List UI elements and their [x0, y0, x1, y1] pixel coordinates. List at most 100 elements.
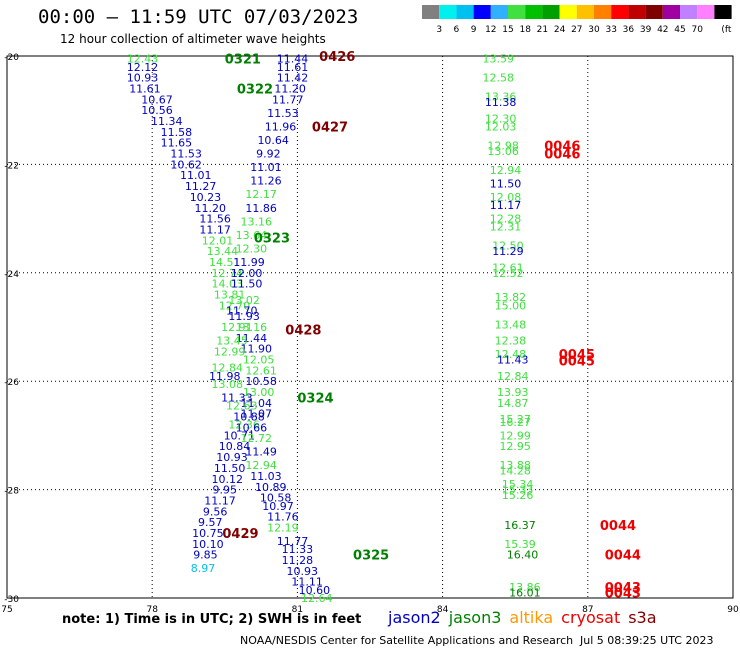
swh-value: 9.56 [203, 505, 228, 518]
swh-value: 12.95 [499, 440, 531, 453]
swh-value: 11.11 [291, 576, 323, 589]
swh-value: 14.03 [211, 278, 243, 291]
map-frame [6, 55, 734, 599]
swh-value: 11.50 [231, 278, 263, 291]
pass-time-label: 0046 [544, 148, 580, 163]
pass-time-label: 0044 [605, 549, 641, 564]
swh-value: 12.99 [499, 429, 531, 442]
swh-value: 11.77 [272, 93, 304, 106]
swh-value: 12.50 [492, 240, 524, 253]
swh-value: 12.30 [236, 242, 268, 255]
swh-value: 11.07 [241, 408, 273, 421]
scale-swatch [456, 5, 474, 19]
scale-swatch [645, 5, 663, 19]
swh-value: 11.01 [250, 161, 282, 174]
swh-value: 13.48 [495, 318, 527, 331]
swh-value: 12.94 [490, 164, 522, 177]
swh-value: 10.71 [224, 429, 256, 442]
y-tick-label: -24 [4, 270, 19, 280]
pass-time-label: 0322 [237, 83, 273, 98]
scale-label: 18 [519, 25, 531, 35]
scale-label: 30 [588, 25, 600, 35]
swh-value: 10.88 [233, 410, 265, 423]
scale-swatch [576, 5, 594, 19]
scale-label: 21 [537, 25, 548, 35]
scale-label: 27 [571, 25, 582, 35]
swh-value: 12.99 [214, 345, 246, 358]
swh-value: 10.58 [260, 492, 292, 505]
swh-value: 16.40 [507, 549, 539, 562]
pass-time-label: 0428 [285, 324, 321, 339]
swh-value: 10.97 [262, 500, 294, 513]
swh-value: 12.94 [245, 459, 277, 472]
scale-label: 45 [674, 25, 685, 35]
swh-value: 15.39 [504, 538, 536, 551]
swh-value: 12.52 [492, 267, 524, 280]
swh-value: 12.48 [495, 348, 527, 361]
swh-value: 12.28 [490, 213, 522, 226]
swh-value: 10.93 [216, 451, 248, 464]
swh-value: 12.03 [485, 120, 517, 133]
swh-value: 15.33 [502, 484, 534, 497]
scale-swatch [490, 5, 508, 19]
swh-value: 11.17 [199, 223, 231, 236]
swh-value: 12.01 [202, 234, 234, 247]
swh-value: 10.93 [127, 72, 159, 85]
scale-swatch [594, 5, 612, 19]
scale-swatch [680, 5, 698, 19]
swh-value: 11.50 [490, 177, 522, 190]
swh-value: 12.70 [219, 299, 251, 312]
swh-value: 10.67 [141, 93, 173, 106]
swh-value: 10.75 [192, 527, 224, 540]
scale-swatch [473, 5, 491, 19]
scale-swatch [559, 5, 577, 19]
swh-value: 13.16 [236, 321, 268, 334]
x-tick-label: 84 [437, 605, 449, 615]
pass-time-label: 0045 [559, 355, 595, 370]
scale-unit: (ft) [721, 25, 732, 35]
swh-value: 11.17 [204, 494, 236, 507]
swh-value: 11.44 [277, 53, 309, 66]
swh-value: 11.20 [274, 83, 306, 96]
satellite-jason2: jason2 [388, 608, 441, 627]
swh-value: 12.17 [245, 188, 277, 201]
pass-time-label: 0321 [225, 53, 261, 68]
swh-value: 13.81 [214, 288, 246, 301]
swh-value: 13.16 [241, 215, 273, 228]
pass-time-label: 0325 [353, 549, 389, 564]
scale-swatch [542, 5, 560, 19]
swh-value: 12.00 [231, 267, 263, 280]
swh-value: 11.58 [161, 126, 193, 139]
swh-value: 10.62 [170, 158, 202, 171]
swh-value: 9.85 [193, 549, 218, 562]
pass-time-label: 0426 [319, 50, 355, 65]
swh-value: 11.29 [492, 245, 524, 258]
swh-value: 11.65 [161, 137, 193, 150]
swh-value: 12.12 [127, 61, 159, 74]
scale-swatch [439, 5, 457, 19]
swh-value: 12.43 [127, 53, 159, 66]
swh-value: 12.38 [495, 335, 527, 348]
x-tick-label: 75 [1, 605, 12, 615]
swh-value: 10.60 [299, 584, 331, 597]
note-text: note: 1) Time is in UTC; 2) SWH is in fe… [62, 612, 362, 627]
credit-date: Jul 5 08:39:25 UTC 2023 [580, 634, 714, 647]
x-tick-label: 78 [146, 605, 158, 615]
swh-value: 11.76 [267, 511, 299, 524]
swh-value: 11.20 [195, 202, 227, 215]
swh-value: 12.61 [492, 261, 524, 274]
swh-value: 11.03 [250, 470, 282, 483]
swh-value: 12.64 [301, 592, 333, 605]
swh-value: 15.26 [502, 489, 534, 502]
swh-value: 11.33 [221, 391, 253, 404]
swh-value: 11.53 [267, 107, 299, 120]
swh-value: 11.86 [245, 202, 277, 215]
pass-time-label: 0427 [312, 120, 348, 135]
scale-swatch [508, 5, 526, 19]
swh-value: 11.33 [282, 543, 314, 556]
swh-value: 14.87 [497, 397, 529, 410]
swh-value: 12.74 [211, 267, 243, 280]
swh-value: 11.56 [199, 213, 231, 226]
swh-value: 11.17 [490, 199, 522, 212]
